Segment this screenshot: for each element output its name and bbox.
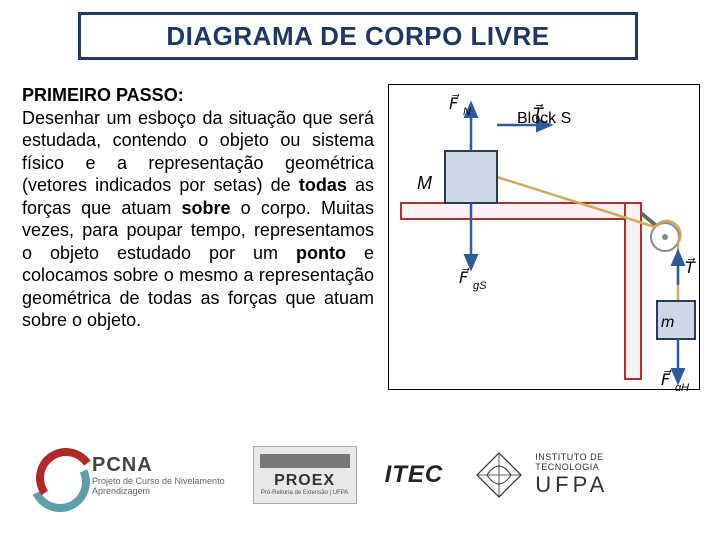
subhead: PRIMEIRO PASSO: (22, 85, 184, 105)
svg-text:m: m (661, 314, 674, 331)
body-bold-sobre: sobre (182, 198, 231, 218)
title-box: DIAGRAMA DE CORPO LIVRE (78, 12, 638, 60)
svg-text:T⃗: T⃗ (685, 257, 696, 277)
body-bold-todas: todas (299, 175, 347, 195)
pcna-sub2: Aprendizagem (92, 487, 225, 497)
ufpa-icon (471, 447, 527, 503)
proex-bar-icon (260, 454, 350, 468)
pcna-icon (30, 448, 84, 502)
svg-text:gS: gS (473, 280, 487, 292)
svg-text:N: N (463, 106, 471, 118)
svg-text:gH: gH (675, 382, 689, 391)
body-bold-ponto: ponto (296, 243, 346, 263)
physics-diagram: F⃗ N T⃗ Block S M F⃗ gS T⃗ m F⃗ gH (388, 84, 700, 390)
svg-text:F⃗: F⃗ (661, 369, 672, 389)
ufpa-line3: UFPA (535, 472, 608, 498)
svg-text:F⃗: F⃗ (459, 267, 470, 287)
ufpa-line1: INSTITUTO DE (535, 452, 608, 462)
ufpa-line2: TECNOLOGIA (535, 462, 608, 472)
svg-text:F⃗: F⃗ (449, 93, 460, 113)
pcna-title: PCNA (92, 454, 225, 477)
logo-row: PCNA Projeto de Curso de Nivelamento Apr… (30, 434, 690, 516)
itec-title: ITEC (385, 461, 444, 489)
pcna-logo: PCNA Projeto de Curso de Nivelamento Apr… (30, 448, 225, 502)
page-title: DIAGRAMA DE CORPO LIVRE (166, 21, 549, 52)
itec-logo: ITEC (385, 461, 444, 489)
body-paragraph: PRIMEIRO PASSO: Desenhar um esboço da si… (22, 84, 374, 332)
svg-text:M: M (417, 173, 432, 193)
proex-sub: Pró-Reitoria de Extensão | UFPA (261, 490, 348, 496)
proex-logo: PROEX Pró-Reitoria de Extensão | UFPA (253, 446, 357, 504)
ufpa-logo: INSTITUTO DE TECNOLOGIA UFPA (471, 447, 608, 503)
proex-title: PROEX (274, 472, 335, 490)
label-block-s: Block S (517, 110, 571, 127)
